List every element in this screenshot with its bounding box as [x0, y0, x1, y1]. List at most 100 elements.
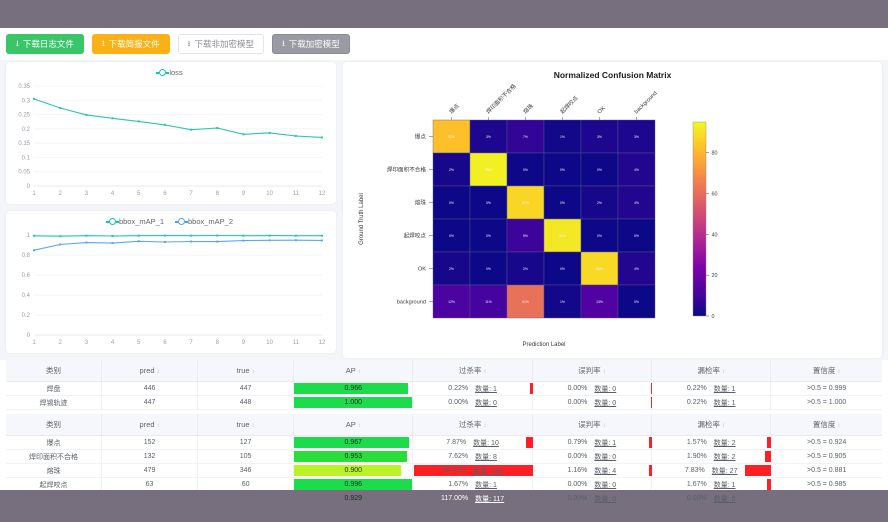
overkill-count: 数量: 117	[475, 495, 505, 503]
cell-category: 爆点	[6, 435, 103, 450]
column-header-overkill[interactable]: 过杀率 ↕	[412, 360, 533, 382]
primary-table-body: 焊盘 446 447 0.966 0.22% 数量: 1 0.00% 数量: 0 0.22% 数量…	[6, 381, 882, 410]
download-icon: ⭳	[101, 39, 105, 48]
svg-text:4: 4	[111, 340, 115, 346]
sort-icon[interactable]: ↕	[602, 369, 606, 375]
sort-icon[interactable]: ↕	[357, 423, 361, 429]
ap-value: 0.996	[344, 481, 363, 488]
column-header-miss[interactable]: 漏检率 ↕	[651, 414, 772, 436]
column-header-category: 类别	[6, 414, 103, 436]
charts-area: loss 0 0.05 0.1 0.15 0.2 0.25 0.3 0.35 1 2 3 4 5 6 7 8 9…	[0, 60, 888, 360]
sort-icon[interactable]: ↕	[602, 423, 606, 429]
column-header-ap[interactable]: AP ↕	[293, 414, 414, 436]
svg-text:6: 6	[163, 191, 167, 197]
download-log-file-button[interactable]: ⭳ 下载日志文件	[6, 34, 84, 54]
download-icon: ⭳	[16, 39, 19, 48]
sort-icon[interactable]: ↕	[721, 423, 725, 429]
ap-bar-wrap: 0.967	[294, 437, 412, 448]
cell-pred: 152	[101, 435, 199, 450]
column-header-pred[interactable]: pred ↕	[101, 360, 199, 382]
ap-bar-wrap: 0.953	[294, 451, 412, 462]
column-header-misjudge[interactable]: 误判率 ↕	[532, 414, 653, 436]
overkill-cell: 7.87% 数量: 10	[413, 437, 533, 448]
svg-text:2%: 2%	[449, 168, 454, 172]
column-header-confidence[interactable]: 置信度 ↕	[770, 414, 882, 436]
confusion-matrix-heatmap: 82% 3% 7% 1% 3% 3% 2% 93% 0% 0% 0% 4% 0% 0% 87% 0% 2% 4% 0…	[359, 82, 718, 348]
svg-text:0%: 0%	[634, 300, 639, 304]
svg-text:2%: 2%	[449, 267, 454, 271]
overkill-cell: 1.67% 数量: 1	[413, 479, 531, 490]
svg-text:82%: 82%	[448, 135, 455, 139]
table-row[interactable]: 爆点 152 127 0.967 7.87% 数量: 10 0.79% 数量: 1 1.57% 数…	[6, 435, 882, 450]
download-report-file-button[interactable]: ⭳ 下载简报文件	[91, 34, 170, 54]
download-encrypted-model-button[interactable]: ⭳ 下载加密模型	[271, 34, 350, 54]
legend-item-bbox-map-1[interactable]: bbox_mAP_1	[105, 217, 164, 226]
loss-chart-card: loss 0 0.05 0.1 0.15 0.2 0.25 0.3 0.35 1 2 3 4 5 6 7 8 9…	[6, 62, 336, 204]
cell-confidence: >0.5 = 0.881	[770, 463, 882, 478]
cell-miss: 0.22% 数量: 1	[651, 395, 772, 410]
sort-icon[interactable]: ↕	[156, 369, 160, 375]
legend-item-loss[interactable]: loss	[156, 68, 183, 77]
svg-text:0%: 0%	[523, 168, 528, 172]
column-header-true[interactable]: true ↕	[197, 360, 295, 382]
svg-text:11: 11	[293, 191, 300, 197]
cell-true: 346	[197, 463, 295, 478]
svg-text:0%: 0%	[486, 201, 491, 205]
download-log-file-label: 下载日志文件	[22, 38, 74, 49]
ap-value: 0.967	[344, 439, 363, 446]
column-header-overkill[interactable]: 过杀率 ↕	[412, 414, 533, 436]
column-header-miss[interactable]: 漏检率 ↕	[651, 360, 772, 382]
ap-bar-wrap: 0.996	[294, 479, 412, 490]
svg-text:1%: 1%	[560, 300, 565, 304]
svg-text:1%: 1%	[560, 135, 565, 139]
cell-overkill: 7.87% 数量: 10	[412, 435, 533, 450]
svg-text:起焊咬点: 起焊咬点	[404, 232, 427, 240]
sort-icon[interactable]: ↕	[483, 369, 487, 375]
svg-text:0.1: 0.1	[22, 155, 31, 161]
overkill-rate: 39.42%	[442, 467, 467, 474]
svg-text:2: 2	[59, 340, 63, 346]
sort-icon[interactable]: ↕	[251, 423, 255, 429]
cell-ap: 0.900	[293, 463, 414, 478]
sort-icon[interactable]: ↕	[837, 369, 841, 375]
sort-icon[interactable]: ↕	[837, 423, 841, 429]
table-row[interactable]: 焊盘 446 447 0.966 0.22% 数量: 1 0.00% 数量: 0 0.22% 数量…	[6, 381, 882, 396]
sort-icon[interactable]: ↕	[721, 369, 725, 375]
cell-true: 447	[197, 381, 295, 396]
overkill-count: 数量: 1	[475, 481, 497, 489]
svg-text:0%: 0%	[486, 234, 491, 238]
column-header-ap[interactable]: AP ↕	[293, 360, 414, 382]
miss-count: 数量: 2	[713, 453, 736, 461]
table-row[interactable]: 焊锡轨迹 447 448 1.000 0.00% 数量: 0 0.00% 数量: 0 0.22%…	[6, 395, 882, 410]
column-header-true[interactable]: true ↕	[197, 414, 295, 436]
ap-bar	[294, 465, 401, 476]
sort-icon[interactable]: ↕	[483, 423, 487, 429]
cell-category: 焊印面积不合格	[6, 449, 103, 464]
overkill-cell: 39.42% 数量: 136	[413, 465, 533, 476]
ap-bar-wrap: 1.000	[294, 397, 413, 408]
table-header-row: 类别 pred ↕ true ↕ AP ↕ 过杀率 ↕ 误判率 ↕ 漏检率 ↕ 置信度 ↕	[6, 360, 882, 382]
svg-text:爆点: 爆点	[415, 133, 427, 141]
sort-icon[interactable]: ↕	[156, 423, 160, 429]
sort-icon[interactable]: ↕	[357, 369, 361, 375]
table-row[interactable]: 焊印面积不合格 132 105 0.953 7.62% 数量: 8 0.00% 数量: 0 1.…	[6, 449, 882, 464]
cell-pred: 446	[101, 381, 199, 396]
column-header-misjudge[interactable]: 误判率 ↕	[532, 360, 653, 382]
miss-rate: 1.67%	[686, 481, 707, 488]
misjudge-count: 数量: 0	[594, 453, 617, 461]
svg-text:Prediction Label: Prediction Label	[522, 342, 565, 348]
svg-text:焊印面积不合格: 焊印面积不合格	[484, 82, 518, 116]
download-unencrypted-model-button[interactable]: ⭳ 下载非加密模型	[177, 34, 264, 54]
column-header-confidence[interactable]: 置信度 ↕	[770, 360, 882, 382]
cell-overkill: 39.42% 数量: 136	[412, 463, 533, 478]
svg-text:爆点: 爆点	[447, 102, 461, 116]
ap-value: 0.953	[344, 453, 363, 460]
cell-ap: 1.000	[293, 395, 414, 410]
table-row[interactable]: 起焊咬点 63 60 0.996 1.67% 数量: 1 0.00% 数量: 0 1.67% 数量…	[6, 477, 882, 492]
table-row[interactable]: 熔珠 479 346 0.900 39.42% 数量: 136 1.16% 数量: 4 7.83…	[6, 463, 882, 478]
misjudge-rate: 0.00%	[567, 385, 588, 392]
svg-text:background: background	[634, 90, 659, 115]
sort-icon[interactable]: ↕	[251, 369, 255, 375]
legend-item-bbox-map-2[interactable]: bbox_mAP_2	[175, 217, 233, 226]
column-header-pred[interactable]: pred ↕	[101, 414, 199, 436]
